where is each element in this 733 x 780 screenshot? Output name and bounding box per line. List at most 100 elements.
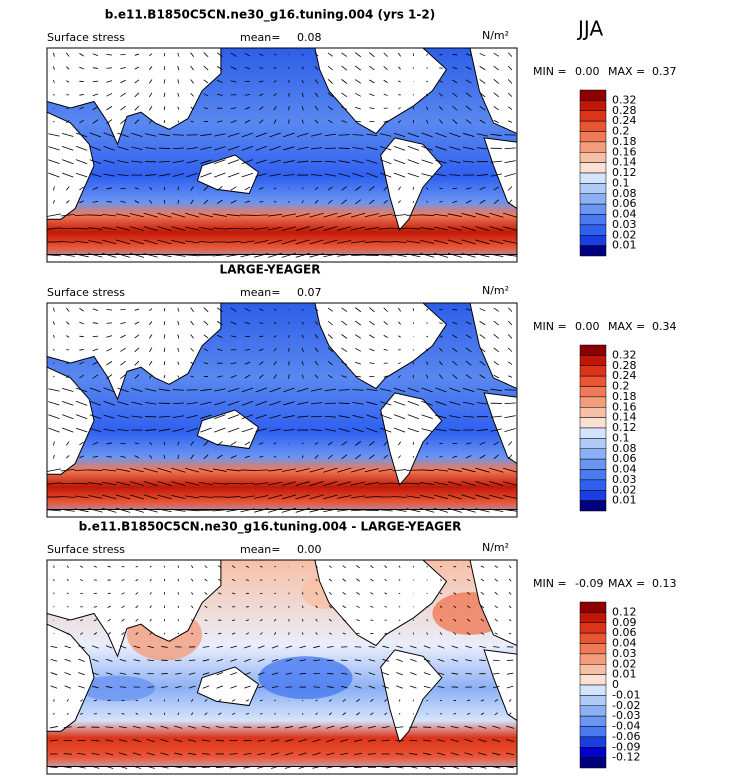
wind-vector xyxy=(269,387,281,393)
wind-vector xyxy=(301,308,304,311)
wind-vector xyxy=(53,712,55,715)
wind-vector xyxy=(163,361,166,366)
wind-vector xyxy=(200,388,212,392)
wind-vector xyxy=(200,133,212,137)
wind-vector xyxy=(131,132,143,138)
wind-vector xyxy=(61,159,74,165)
wind-vector xyxy=(492,739,501,743)
wind-vector xyxy=(107,699,111,702)
wind-vector xyxy=(369,93,375,97)
wind-vector xyxy=(378,227,393,230)
wind-vector xyxy=(160,725,169,729)
wind-vector xyxy=(66,321,70,325)
wind-vector xyxy=(103,132,115,138)
wind-vector xyxy=(341,361,348,365)
wind-vector xyxy=(231,712,236,715)
wind-vector xyxy=(171,253,186,257)
wind-vector xyxy=(480,712,485,716)
wind-vector xyxy=(479,186,486,191)
wind-vector xyxy=(203,334,209,339)
wind-vector xyxy=(507,361,513,365)
wind-vector xyxy=(245,632,250,635)
wind-vector xyxy=(504,173,516,178)
wind-vector xyxy=(323,508,338,513)
wind-vector xyxy=(149,360,153,366)
wind-vector xyxy=(66,578,69,582)
wind-vector xyxy=(506,766,515,769)
wind-vector xyxy=(198,226,214,231)
wind-vector xyxy=(396,645,403,649)
wind-vector xyxy=(507,320,513,326)
colorbar-label: 0.02 xyxy=(612,228,637,241)
wind-vector xyxy=(177,106,180,110)
wind-vector xyxy=(370,698,374,702)
wind-vector xyxy=(203,441,209,446)
colorbar-swatch xyxy=(579,643,607,655)
wind-vector xyxy=(297,415,309,418)
wind-vector xyxy=(479,79,486,84)
wind-vector xyxy=(452,66,458,70)
wind-vector xyxy=(188,752,197,755)
wind-vector xyxy=(258,119,264,124)
wind-vector xyxy=(121,579,125,581)
wind-vector xyxy=(447,226,462,231)
wind-vector xyxy=(409,658,417,662)
wind-vector xyxy=(158,428,171,432)
min-label: MIN = xyxy=(533,65,567,78)
wind-vector xyxy=(214,159,226,165)
wind-vector xyxy=(216,52,223,57)
wind-vector xyxy=(274,618,277,622)
wind-vector xyxy=(106,119,113,124)
wind-vector xyxy=(437,658,445,662)
wind-vector xyxy=(342,605,346,609)
wind-vector xyxy=(259,322,264,324)
wind-vector xyxy=(465,374,472,379)
wind-vector xyxy=(327,361,333,366)
wind-vector xyxy=(297,132,309,137)
wind-vector xyxy=(186,414,198,419)
wind-vector xyxy=(102,252,117,258)
land xyxy=(314,302,448,390)
wind-vector xyxy=(490,160,502,163)
wind-vector xyxy=(378,254,393,257)
wind-vector xyxy=(478,738,487,743)
wind-vector xyxy=(190,79,194,84)
wind-vector xyxy=(466,712,471,715)
wind-vector xyxy=(66,335,70,338)
wind-vector xyxy=(230,441,237,446)
wind-vector xyxy=(185,212,200,218)
wind-vector xyxy=(115,226,131,231)
colorbar-label: -0.12 xyxy=(612,751,640,764)
wind-vector xyxy=(216,454,223,459)
wind-vector xyxy=(355,120,361,123)
wind-vector xyxy=(48,414,60,420)
wind-vector xyxy=(273,335,277,338)
wind-vector xyxy=(161,646,168,648)
land xyxy=(483,649,518,722)
wind-vector xyxy=(245,565,250,568)
wind-vector xyxy=(493,52,499,57)
wind-vector xyxy=(177,565,180,568)
wind-vector xyxy=(259,699,263,702)
wind-vector xyxy=(274,632,277,635)
wind-vector xyxy=(476,388,489,392)
wind-vector xyxy=(309,239,324,245)
wind-vector xyxy=(324,160,337,163)
wind-vector xyxy=(479,321,486,326)
wind-vector xyxy=(53,335,55,338)
wind-vector xyxy=(326,725,335,729)
wind-vector xyxy=(369,79,375,84)
colorbar-label: 0.12 xyxy=(612,605,637,618)
wind-vector xyxy=(433,213,449,217)
wind-vector xyxy=(46,227,61,230)
wind-vector xyxy=(314,347,319,353)
wind-vector xyxy=(421,428,433,432)
colorbar-swatch xyxy=(579,479,607,491)
wind-vector xyxy=(378,482,393,485)
wind-vector xyxy=(271,686,279,689)
wind-vector xyxy=(229,726,238,729)
wind-vector xyxy=(230,658,237,662)
wind-vector xyxy=(355,65,362,71)
wind-vector xyxy=(465,672,472,675)
